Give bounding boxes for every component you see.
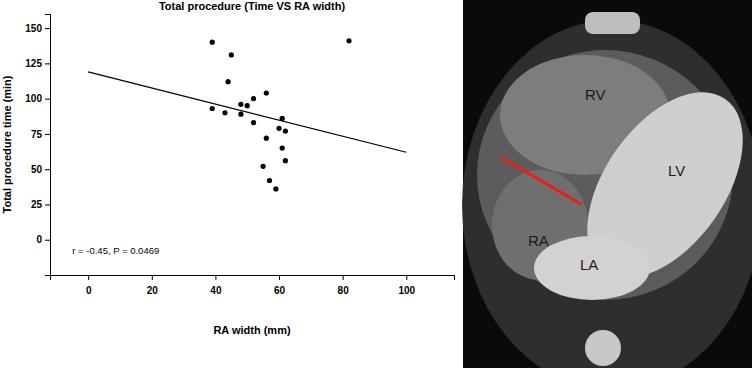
ct-image bbox=[462, 0, 752, 368]
y-tick-label: 75 bbox=[31, 129, 43, 140]
y-tick: 25 bbox=[31, 199, 50, 210]
ct-label: LA bbox=[580, 256, 598, 273]
y-tick-mark bbox=[45, 134, 50, 135]
y-tick-label: 150 bbox=[25, 23, 42, 34]
ct-label: RA bbox=[528, 232, 549, 249]
data-point bbox=[229, 52, 234, 57]
x-tick-label: 100 bbox=[398, 285, 415, 296]
ct-label: RV bbox=[585, 86, 606, 103]
x-tick-label: 40 bbox=[210, 285, 222, 296]
x-tick-label: 20 bbox=[147, 285, 159, 296]
ct-lv bbox=[556, 65, 752, 306]
y-axis: 0 25 50 75 100 125 150 bbox=[25, 15, 50, 276]
data-point bbox=[273, 186, 278, 191]
annotation: r = -0.45, P = 0.0469 bbox=[72, 245, 159, 256]
x-tick: 20 bbox=[147, 275, 159, 296]
data-point bbox=[222, 110, 227, 115]
x-tick-mark bbox=[406, 275, 407, 280]
y-tick-mark bbox=[45, 28, 50, 29]
data-point bbox=[226, 79, 231, 84]
x-tick: 0 bbox=[86, 275, 92, 296]
y-tick-label: 50 bbox=[31, 164, 43, 175]
data-point bbox=[280, 145, 285, 150]
data-point bbox=[267, 178, 272, 183]
data-point bbox=[264, 136, 269, 141]
y-tick: 0 bbox=[36, 234, 50, 245]
x-tick-mark bbox=[88, 275, 89, 280]
x-axis-line bbox=[51, 276, 455, 281]
y-tick: 50 bbox=[31, 164, 50, 175]
y-tick-mark bbox=[45, 240, 50, 241]
y-tick-mark bbox=[45, 63, 50, 64]
data-point bbox=[251, 96, 256, 101]
x-tick-label: 60 bbox=[274, 285, 286, 296]
y-tick-label: 25 bbox=[31, 199, 43, 210]
x-tick-mark bbox=[279, 275, 280, 280]
ra-width-measure bbox=[502, 158, 581, 204]
data-point bbox=[245, 103, 250, 108]
figure: Total procedure (Time VS RA width) 0 20 40 6… bbox=[0, 0, 752, 368]
data-point bbox=[261, 164, 266, 169]
y-tick-label: 125 bbox=[25, 58, 42, 69]
ct-aorta bbox=[585, 330, 621, 366]
y-tick-mark bbox=[45, 169, 50, 170]
data-point bbox=[346, 38, 351, 43]
x-tick-label: 80 bbox=[338, 285, 350, 296]
ct-sternum bbox=[585, 12, 640, 34]
x-axis-title: RA width (mm) bbox=[213, 324, 291, 336]
data-point bbox=[276, 126, 281, 131]
plot-area bbox=[88, 38, 406, 191]
y-tick-label: 100 bbox=[25, 93, 42, 104]
data-point bbox=[264, 90, 269, 95]
ct-la bbox=[534, 236, 650, 300]
x-tick-mark bbox=[343, 275, 344, 280]
ct-label: LV bbox=[668, 162, 685, 179]
data-point bbox=[238, 112, 243, 117]
y-tick-label: 0 bbox=[36, 234, 42, 245]
x-axis: 0 20 40 60 80 100 bbox=[51, 275, 455, 296]
x-tick: 40 bbox=[210, 275, 222, 296]
x-tick-mark bbox=[152, 275, 153, 280]
y-tick: 75 bbox=[31, 129, 50, 140]
y-tick-mark bbox=[45, 99, 50, 100]
y-tick: 100 bbox=[25, 93, 50, 104]
y-axis-title: Total procedure time (min) bbox=[1, 75, 13, 213]
trend-line bbox=[88, 72, 406, 152]
y-axis-line bbox=[45, 15, 51, 276]
x-tick-label: 0 bbox=[86, 285, 92, 296]
data-point bbox=[251, 120, 256, 125]
y-tick: 125 bbox=[25, 58, 50, 69]
y-tick-mark bbox=[45, 204, 50, 205]
data-point bbox=[210, 40, 215, 45]
x-tick: 80 bbox=[338, 275, 350, 296]
data-point bbox=[283, 158, 288, 163]
data-point bbox=[238, 102, 243, 107]
data-point bbox=[210, 106, 215, 111]
y-tick: 150 bbox=[25, 23, 50, 34]
x-tick-mark bbox=[215, 275, 216, 280]
data-point bbox=[283, 128, 288, 133]
chart-title: Total procedure (Time VS RA width) bbox=[159, 0, 346, 12]
x-tick: 100 bbox=[398, 275, 415, 296]
x-tick: 60 bbox=[274, 275, 286, 296]
